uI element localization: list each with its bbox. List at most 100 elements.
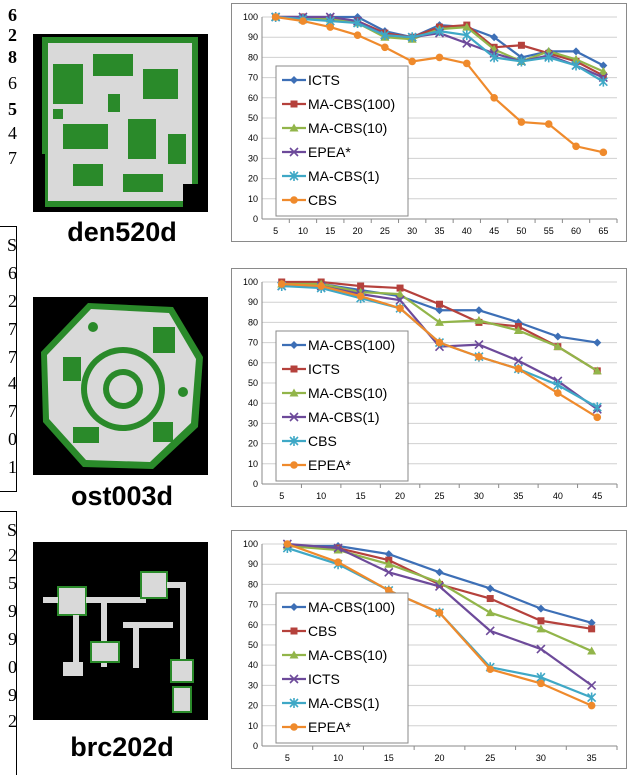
x-tick-label: 10 bbox=[298, 226, 308, 236]
data-point bbox=[283, 540, 292, 548]
series-epea- bbox=[283, 540, 596, 710]
data-point bbox=[299, 17, 307, 25]
data-point bbox=[384, 550, 393, 559]
y-tick-label: 0 bbox=[253, 479, 258, 489]
legend-marker bbox=[290, 723, 298, 731]
y-tick-label: 80 bbox=[248, 317, 258, 327]
data-point bbox=[357, 282, 365, 290]
data-point bbox=[593, 338, 602, 347]
data-point bbox=[486, 584, 495, 593]
den520d-map-image bbox=[33, 34, 208, 212]
data-point bbox=[537, 679, 545, 688]
cropped-cell-text: 6 bbox=[8, 263, 17, 283]
data-point bbox=[277, 280, 286, 288]
legend-entry: MA-CBS(10) bbox=[282, 385, 387, 401]
data-point bbox=[395, 289, 405, 298]
x-tick-label: 10 bbox=[333, 753, 343, 763]
legend-marker bbox=[290, 100, 298, 108]
data-point bbox=[572, 47, 581, 56]
cropped-cell-text: 5 bbox=[8, 573, 17, 593]
data-point bbox=[384, 559, 394, 568]
x-tick-label: 30 bbox=[536, 753, 546, 763]
data-point bbox=[435, 338, 444, 347]
data-point bbox=[474, 340, 484, 350]
map-label-ost003d: ost003d bbox=[70, 481, 174, 511]
data-point bbox=[435, 317, 444, 326]
x-tick-label: 5 bbox=[285, 753, 290, 763]
data-point bbox=[474, 306, 483, 315]
data-point bbox=[513, 356, 523, 366]
legend-marker bbox=[289, 412, 299, 422]
legend-entry: EPEA* bbox=[282, 719, 351, 735]
legend-label: MA-CBS(10) bbox=[308, 120, 387, 136]
data-point bbox=[333, 545, 343, 554]
data-point bbox=[396, 304, 404, 313]
legend-label: MA-CBS(100) bbox=[308, 337, 395, 353]
y-tick-label: 60 bbox=[248, 358, 258, 368]
data-point bbox=[396, 284, 404, 292]
legend-label: MA-CBS(1) bbox=[308, 168, 380, 184]
y-tick-label: 90 bbox=[248, 297, 258, 307]
legend-entry: ICTS bbox=[282, 361, 340, 377]
y-tick-label: 60 bbox=[248, 620, 258, 630]
y-tick-label: 90 bbox=[248, 32, 258, 42]
x-tick-label: 15 bbox=[356, 491, 366, 501]
data-point bbox=[587, 701, 596, 710]
x-tick-label: 20 bbox=[395, 491, 405, 501]
data-point bbox=[408, 57, 416, 66]
x-tick-label: 40 bbox=[553, 491, 563, 501]
data-point bbox=[587, 646, 597, 655]
data-point bbox=[571, 60, 581, 71]
legend-box bbox=[275, 65, 409, 217]
cropped-cell-text: S bbox=[6, 520, 17, 540]
cropped-cell-text: 9 bbox=[8, 601, 17, 621]
legend-label: MA-CBS(100) bbox=[308, 599, 395, 615]
data-point bbox=[486, 665, 495, 674]
x-tick-label: 45 bbox=[489, 226, 499, 236]
data-point bbox=[599, 61, 608, 70]
legend-label: MA-CBS(10) bbox=[308, 647, 387, 663]
data-point bbox=[462, 30, 472, 41]
table-border bbox=[0, 511, 17, 775]
x-tick-label: 30 bbox=[474, 491, 484, 501]
x-tick-label: 50 bbox=[516, 226, 526, 236]
legend-label: EPEA* bbox=[308, 719, 351, 735]
table-border bbox=[0, 226, 17, 492]
cropped-cell-text: 9 bbox=[8, 685, 17, 705]
legend-entry: CBS bbox=[282, 623, 337, 639]
legend-entry: CBS bbox=[282, 192, 337, 208]
y-tick-label: 70 bbox=[248, 338, 258, 348]
cropped-cell-text: 5 bbox=[8, 99, 17, 119]
data-point bbox=[381, 43, 389, 52]
x-tick-label: 25 bbox=[380, 226, 390, 236]
legend-marker bbox=[289, 436, 299, 446]
legend-marker bbox=[290, 603, 298, 611]
y-tick-label: 40 bbox=[248, 660, 258, 670]
legend-entry: MA-CBS(1) bbox=[282, 168, 380, 184]
data-point bbox=[516, 56, 526, 67]
y-tick-label: 50 bbox=[248, 378, 258, 388]
legend-label: MA-CBS(100) bbox=[308, 96, 395, 112]
y-tick-label: 20 bbox=[248, 439, 258, 449]
legend-marker bbox=[290, 196, 298, 204]
data-point bbox=[380, 30, 390, 41]
y-tick-label: 0 bbox=[253, 214, 258, 224]
legend-label: MA-CBS(1) bbox=[308, 409, 380, 425]
legend-label: MA-CBS(1) bbox=[308, 695, 380, 711]
y-tick-label: 10 bbox=[248, 194, 258, 204]
data-point bbox=[435, 306, 444, 315]
y-tick-label: 40 bbox=[248, 398, 258, 408]
data-point bbox=[384, 586, 393, 595]
data-point bbox=[435, 608, 444, 617]
data-point bbox=[588, 625, 596, 633]
legend-entry: MA-CBS(100) bbox=[282, 599, 395, 615]
data-point bbox=[553, 342, 563, 351]
data-point bbox=[587, 618, 596, 627]
data-point bbox=[384, 567, 394, 577]
legend-entry: MA-CBS(100) bbox=[282, 337, 395, 353]
data-point bbox=[544, 120, 553, 128]
legend-marker bbox=[290, 341, 298, 349]
data-point bbox=[317, 282, 325, 290]
legend-entry: EPEA* bbox=[282, 457, 351, 473]
y-tick-label: 80 bbox=[248, 52, 258, 62]
